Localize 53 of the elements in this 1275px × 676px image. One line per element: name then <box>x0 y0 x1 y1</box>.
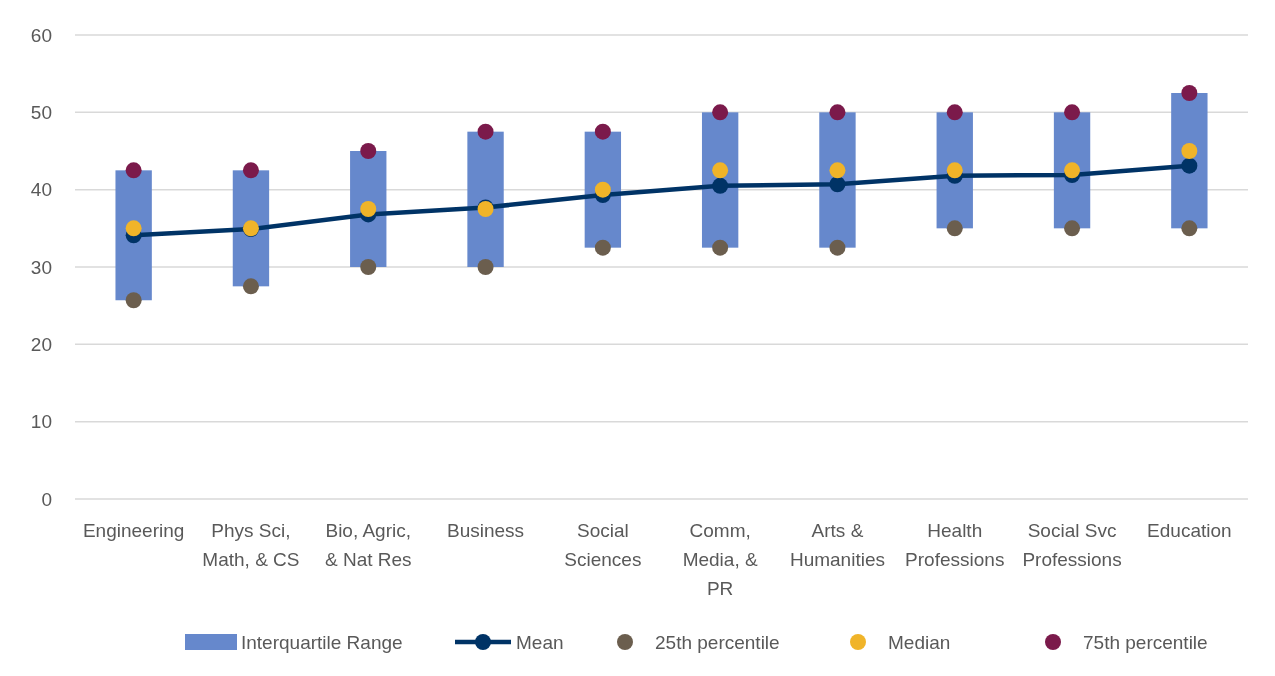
legend-label: 25th percentile <box>655 631 780 653</box>
y-tick-label: 30 <box>30 256 52 278</box>
point <box>1064 104 1081 121</box>
point <box>712 162 729 179</box>
x-tick-label: Social Sciences <box>564 520 642 570</box>
point <box>125 220 142 237</box>
x-tick-label: Health Professions <box>905 520 1005 570</box>
x-tick-label: Arts & Humanities <box>789 520 885 570</box>
x-tick-label: Social Svc Professions <box>1022 520 1122 570</box>
y-tick-label: 40 <box>30 179 52 201</box>
point <box>360 143 377 159</box>
y-tick-label: 0 <box>41 488 52 510</box>
point <box>946 104 963 121</box>
point <box>829 104 846 121</box>
x-tick-label: Phys Sci, Math, & CS <box>202 520 300 570</box>
point <box>594 239 611 256</box>
point <box>1181 143 1198 159</box>
legend-label: 75th percentile <box>1083 631 1208 653</box>
y-tick-label: 10 <box>30 411 52 433</box>
y-tick-label: 60 <box>30 24 52 46</box>
point <box>1064 162 1081 179</box>
legend-label: Median <box>888 631 951 653</box>
point <box>829 239 846 256</box>
x-tick-label: Comm, Media, & PR <box>682 520 758 599</box>
point <box>594 123 611 140</box>
legend-label: Mean <box>516 631 564 653</box>
point <box>594 181 611 198</box>
point <box>712 239 729 256</box>
point <box>477 259 494 275</box>
point <box>360 259 377 275</box>
point <box>946 162 963 179</box>
x-tick-label: Engineering <box>82 520 185 541</box>
point <box>125 292 142 309</box>
point <box>829 176 846 193</box>
point <box>712 177 729 194</box>
point <box>712 104 729 121</box>
y-tick-label: 20 <box>30 333 52 355</box>
point <box>125 162 142 179</box>
point <box>1181 85 1198 101</box>
point <box>1064 220 1081 237</box>
x-tick-label: Bio, Agric, & Nat Res <box>324 520 412 570</box>
point <box>477 123 494 140</box>
point <box>242 278 259 295</box>
legend-label: Interquartile Range <box>241 631 403 653</box>
point <box>1181 220 1198 237</box>
point <box>946 220 963 237</box>
x-tick-label: Business <box>447 520 525 541</box>
point <box>242 162 259 179</box>
point <box>360 201 377 217</box>
x-tick-label: Education <box>1147 520 1232 541</box>
point <box>829 162 846 179</box>
y-tick-label: 50 <box>30 101 52 123</box>
point <box>1181 157 1198 174</box>
